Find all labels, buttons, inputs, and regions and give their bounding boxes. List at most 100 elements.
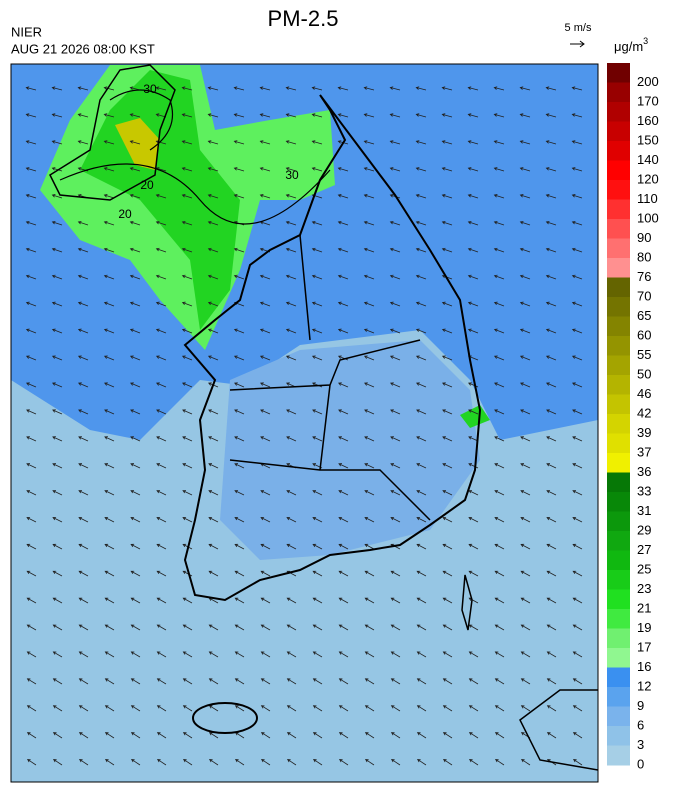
wind-arrow <box>181 113 193 118</box>
contour <box>59 163 331 225</box>
wind-arrow <box>389 328 401 334</box>
wind-arrow <box>104 651 115 658</box>
wind-arrow <box>416 490 427 496</box>
wind-arrow <box>442 490 453 496</box>
colorbar-label: 23 <box>637 581 651 596</box>
wind-arrow <box>52 436 63 442</box>
wind-arrow <box>337 220 349 226</box>
colorbar-label: 12 <box>637 678 651 693</box>
wind-arrow <box>520 705 531 712</box>
wind-arrow <box>156 758 167 766</box>
wind-arrow <box>519 328 531 334</box>
wind-arrow <box>234 490 245 496</box>
colorbar-segment <box>607 433 630 454</box>
wind-arrow <box>207 274 219 280</box>
wind-arrow <box>156 732 167 739</box>
wind-arrow <box>572 651 583 658</box>
wind-arrow <box>545 86 557 91</box>
wind-arrow <box>25 220 37 226</box>
wind-arrow <box>493 274 505 280</box>
wind-arrow <box>103 220 115 226</box>
wind-arrow <box>519 274 531 280</box>
wind-arrow <box>545 247 557 253</box>
wind-arrow <box>207 86 219 91</box>
wind-arrow <box>286 597 297 604</box>
wind-arrow <box>389 86 401 91</box>
wind-arrow <box>312 758 323 766</box>
colorbar-segment <box>607 550 630 571</box>
wind-arrow <box>572 597 583 604</box>
wind-arrow <box>416 597 427 604</box>
wind-arrow <box>390 758 401 766</box>
wind-arrow <box>467 140 479 145</box>
colorbar-segment <box>607 121 630 142</box>
wind-arrow <box>390 651 401 658</box>
wind-arrow <box>520 409 531 415</box>
wind-arrow <box>234 517 245 523</box>
wind-arrow <box>260 382 271 388</box>
wind-arrow <box>51 194 63 199</box>
wind-arrow <box>364 732 375 739</box>
wind-arrow <box>259 140 271 145</box>
wind-arrow <box>571 220 583 226</box>
agency: NIER <box>11 24 42 39</box>
wind-arrow <box>390 409 401 415</box>
wind-arrow <box>494 517 505 523</box>
wind-arrow <box>364 382 375 388</box>
wind-arrow <box>286 517 297 523</box>
wind-arrow <box>260 705 271 712</box>
wind-arrow <box>182 678 193 685</box>
wind-arrow <box>285 167 297 172</box>
wind-arrow <box>103 140 115 145</box>
wind-arrow <box>181 355 193 361</box>
wind-arrow <box>494 732 505 739</box>
wind-arrow <box>129 247 141 253</box>
colorbar-label: 39 <box>637 425 651 440</box>
wind-arrow <box>519 140 531 145</box>
colorbar-label: 31 <box>637 503 651 518</box>
wind-arrow <box>441 113 453 118</box>
wind-arrow <box>77 86 89 91</box>
wind-arrow <box>156 543 167 550</box>
wind-arrow <box>78 436 89 442</box>
wind-arrow <box>77 247 89 253</box>
wind-arrow <box>363 274 375 280</box>
wind-arrow <box>571 140 583 145</box>
colorbar-label: 170 <box>637 93 659 108</box>
wind-arrow <box>259 301 271 307</box>
wind-arrow <box>493 86 505 91</box>
wind-arrow <box>26 543 37 550</box>
contour <box>109 89 174 151</box>
colorbar-label: 100 <box>637 210 659 225</box>
wind-arrow <box>389 113 401 118</box>
wind-field <box>25 86 583 766</box>
wind-arrow <box>442 705 453 712</box>
wind-arrow <box>338 651 349 658</box>
wind-arrow <box>363 113 375 118</box>
wind-arrow <box>312 517 323 523</box>
wind-arrow <box>286 732 297 739</box>
wind-arrow <box>155 86 167 91</box>
wind-arrow <box>234 409 245 415</box>
wind-arrow <box>364 597 375 604</box>
wind-arrow <box>442 651 453 658</box>
wind-arrow <box>181 328 193 334</box>
wind-arrow <box>78 570 89 577</box>
wind-arrow <box>286 758 297 766</box>
wind-arrow <box>467 301 479 307</box>
wind-arrow <box>25 113 37 118</box>
wind-arrow <box>546 463 557 469</box>
wind-arrow <box>51 355 63 361</box>
wind-arrow <box>103 355 115 361</box>
wind-arrow <box>415 220 427 226</box>
wind-arrow <box>546 517 557 523</box>
wind-arrow <box>26 570 37 577</box>
wind-arrow <box>104 624 115 631</box>
wind-arrow <box>51 220 63 226</box>
north-coast <box>49 64 176 201</box>
wind-arrow <box>260 436 271 442</box>
map: 30 20 20 30 <box>11 64 598 782</box>
wind-arrow <box>285 140 297 145</box>
wind-arrow <box>442 597 453 604</box>
